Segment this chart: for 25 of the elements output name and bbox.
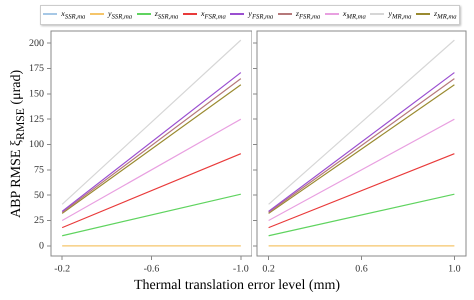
y-tick-label: 50 bbox=[34, 190, 44, 201]
y-tick-label: 100 bbox=[29, 139, 44, 150]
x-tick-label: -0.2 bbox=[54, 264, 70, 275]
x-tick-label: -1.0 bbox=[232, 264, 249, 275]
y-tick-label: 200 bbox=[29, 38, 44, 49]
x-axis-title: Thermal translation error level (mm) bbox=[132, 278, 342, 294]
legend-label: x$_{FSR,ma}$ bbox=[200, 9, 226, 21]
y-tick-label: 150 bbox=[29, 88, 44, 100]
legend-label: z$_{SSR,ma}$ bbox=[154, 9, 178, 21]
x-tick-label: 0.2 bbox=[262, 264, 275, 275]
y-tick-label: 25 bbox=[34, 215, 44, 226]
y-tick-label: 75 bbox=[34, 164, 44, 176]
legend-label: x$_{SSR,ma}$ bbox=[61, 9, 86, 21]
x-tick-label: 1.0 bbox=[448, 264, 461, 275]
legend-label: y$_{MR,ma}$ bbox=[388, 9, 412, 21]
x-tick-label: -0.6 bbox=[144, 264, 160, 275]
legend-label: y$_{FSR,ma}$ bbox=[248, 9, 274, 21]
legend-label: z$_{FSR,ma}$ bbox=[296, 9, 320, 21]
legend-label: x$_{MR,ma}$ bbox=[342, 9, 366, 21]
legend-label: y$_{SSR,ma}$ bbox=[108, 9, 132, 21]
y-tick-label: 175 bbox=[29, 63, 44, 74]
y-tick-label: 125 bbox=[29, 114, 44, 125]
legend-label: z$_{MR,ma}$ bbox=[434, 9, 457, 21]
x-tick-label: 0.6 bbox=[355, 264, 368, 275]
y-tick-label: 0 bbox=[39, 240, 44, 252]
